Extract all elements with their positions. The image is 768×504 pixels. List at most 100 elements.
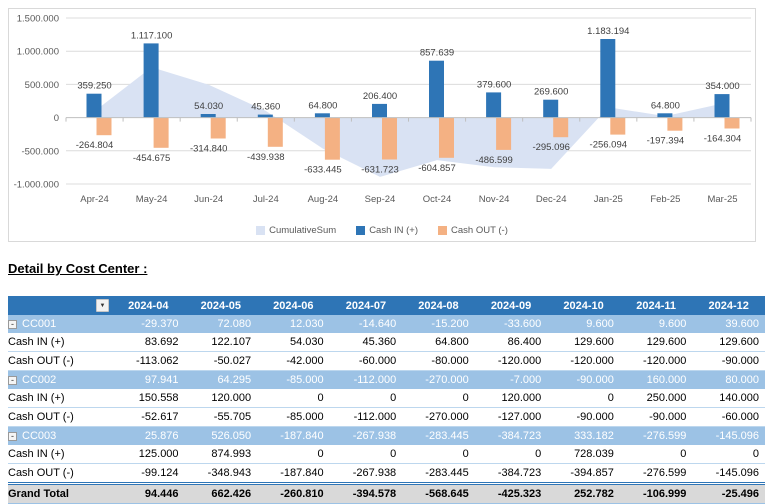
column-header: 2024-04 bbox=[112, 296, 185, 315]
value-cell: -384.723 bbox=[474, 463, 548, 484]
value-cell: 0 bbox=[329, 445, 403, 464]
value-cell: -394.578 bbox=[329, 482, 403, 504]
bar-cash-in bbox=[257, 114, 273, 118]
value-cell: -276.599 bbox=[619, 463, 693, 484]
value-cell: -15.200 bbox=[402, 315, 475, 333]
data-label: -256.094 bbox=[590, 140, 628, 151]
bar-cash-out bbox=[667, 117, 683, 131]
value-cell: -394.857 bbox=[547, 463, 620, 484]
value-cell: -145.096 bbox=[692, 426, 765, 445]
cost-center-group-row: - CC003 25.876 526.050 -187.840 -267.938 -283.… bbox=[8, 426, 765, 445]
bar-cash-in bbox=[486, 92, 502, 118]
bar-cash-out bbox=[153, 117, 169, 148]
row-label-cell: Cash OUT (-) bbox=[8, 351, 112, 371]
data-label: 45.360 bbox=[251, 102, 280, 113]
data-label: 379.600 bbox=[477, 79, 511, 90]
value-cell: 54.030 bbox=[257, 333, 330, 352]
category-label: Mar-25 bbox=[707, 194, 737, 205]
bar-cash-out bbox=[96, 117, 112, 136]
value-cell: -348.943 bbox=[184, 463, 258, 484]
bar-cash-out bbox=[324, 117, 340, 160]
row-label-cell: Cash IN (+) bbox=[8, 445, 112, 464]
value-cell: 129.600 bbox=[619, 333, 693, 352]
value-cell: -42.000 bbox=[257, 351, 330, 371]
row-label-cell: Cash OUT (-) bbox=[8, 463, 112, 484]
value-cell: 0 bbox=[474, 445, 548, 464]
value-cell: 0 bbox=[402, 445, 475, 464]
value-cell: -60.000 bbox=[692, 407, 765, 427]
value-cell: 25.876 bbox=[112, 426, 185, 445]
value-cell: -270.000 bbox=[402, 407, 475, 427]
data-label: -486.599 bbox=[475, 155, 513, 166]
data-label: 206.400 bbox=[363, 91, 397, 102]
bar-cash-out bbox=[382, 117, 397, 160]
collapse-icon[interactable]: - bbox=[8, 320, 17, 329]
data-label: -439.938 bbox=[247, 152, 285, 163]
value-cell: 874.993 bbox=[184, 445, 258, 464]
column-header: 2024-11 bbox=[619, 296, 693, 315]
value-cell: -14.640 bbox=[329, 315, 403, 333]
legend-item-cash-out: Cash OUT (-) bbox=[438, 225, 508, 236]
value-cell: 150.558 bbox=[112, 389, 185, 408]
bar-cash-in bbox=[429, 60, 444, 118]
row-label-header: ▼ bbox=[8, 296, 112, 315]
data-label: 54.030 bbox=[194, 101, 223, 112]
value-cell: 0 bbox=[257, 389, 330, 408]
area-series-cumulativesum bbox=[94, 67, 723, 177]
value-cell: -187.840 bbox=[257, 426, 330, 445]
table-header-row: ▼ 2024-04 2024-05 2024-06 2024-07 2024-08 2024… bbox=[8, 296, 765, 315]
value-cell: -60.000 bbox=[329, 351, 403, 371]
legend-label: Cash IN (+) bbox=[369, 225, 419, 236]
category-label: Sep-24 bbox=[365, 194, 396, 205]
value-cell: -90.000 bbox=[547, 370, 620, 389]
cost-center-label-cell: - CC001 bbox=[8, 315, 112, 333]
data-label: -604.857 bbox=[418, 163, 456, 174]
value-cell: -127.000 bbox=[474, 407, 548, 427]
category-label: Nov-24 bbox=[479, 194, 510, 205]
value-cell: 45.360 bbox=[329, 333, 403, 352]
bar-cash-in bbox=[714, 94, 730, 118]
column-header: 2024-09 bbox=[474, 296, 548, 315]
value-cell: -99.124 bbox=[112, 463, 185, 484]
data-label: -633.445 bbox=[304, 165, 342, 176]
bar-cash-in bbox=[372, 103, 387, 118]
category-label: Oct-24 bbox=[423, 194, 452, 205]
value-cell: 0 bbox=[329, 389, 403, 408]
value-cell: -384.723 bbox=[474, 426, 548, 445]
value-cell: 97.941 bbox=[112, 370, 185, 389]
value-cell: -276.599 bbox=[619, 426, 693, 445]
value-cell: -29.370 bbox=[112, 315, 185, 333]
filter-dropdown-icon[interactable]: ▼ bbox=[96, 299, 109, 312]
legend-swatch-icon bbox=[438, 226, 448, 235]
value-cell: 250.000 bbox=[619, 389, 693, 408]
collapse-icon[interactable]: - bbox=[8, 432, 17, 441]
value-cell: 0 bbox=[547, 389, 620, 408]
value-cell: -85.000 bbox=[257, 370, 330, 389]
value-cell: -113.062 bbox=[112, 351, 185, 371]
value-cell: 83.692 bbox=[112, 333, 185, 352]
value-cell: 662.426 bbox=[184, 482, 258, 504]
y-axis-label: 0 bbox=[54, 113, 59, 124]
data-label: 1.183.194 bbox=[587, 26, 629, 37]
value-cell: -90.000 bbox=[547, 407, 620, 427]
row-label-cell: Cash IN (+) bbox=[8, 389, 112, 408]
bar-cash-out bbox=[553, 117, 569, 138]
bar-cash-out bbox=[267, 117, 283, 147]
value-cell: 9.600 bbox=[619, 315, 693, 333]
data-label: 354.000 bbox=[705, 81, 739, 92]
value-cell: 160.000 bbox=[619, 370, 693, 389]
value-cell: 122.107 bbox=[184, 333, 258, 352]
category-label: Jan-25 bbox=[594, 194, 623, 205]
value-cell: 129.600 bbox=[547, 333, 620, 352]
column-header: 2024-07 bbox=[329, 296, 403, 315]
bar-cash-in bbox=[143, 43, 159, 118]
data-label: -295.096 bbox=[532, 142, 570, 153]
cost-center-label-cell: - CC003 bbox=[8, 426, 112, 445]
legend-label: Cash OUT (-) bbox=[451, 225, 508, 236]
column-header: 2024-06 bbox=[257, 296, 330, 315]
y-axis-label: -500.000 bbox=[21, 146, 59, 157]
value-cell: -80.000 bbox=[402, 351, 475, 371]
bar-cash-in bbox=[86, 93, 102, 118]
value-cell: -120.000 bbox=[619, 351, 693, 371]
collapse-icon[interactable]: - bbox=[8, 376, 17, 385]
